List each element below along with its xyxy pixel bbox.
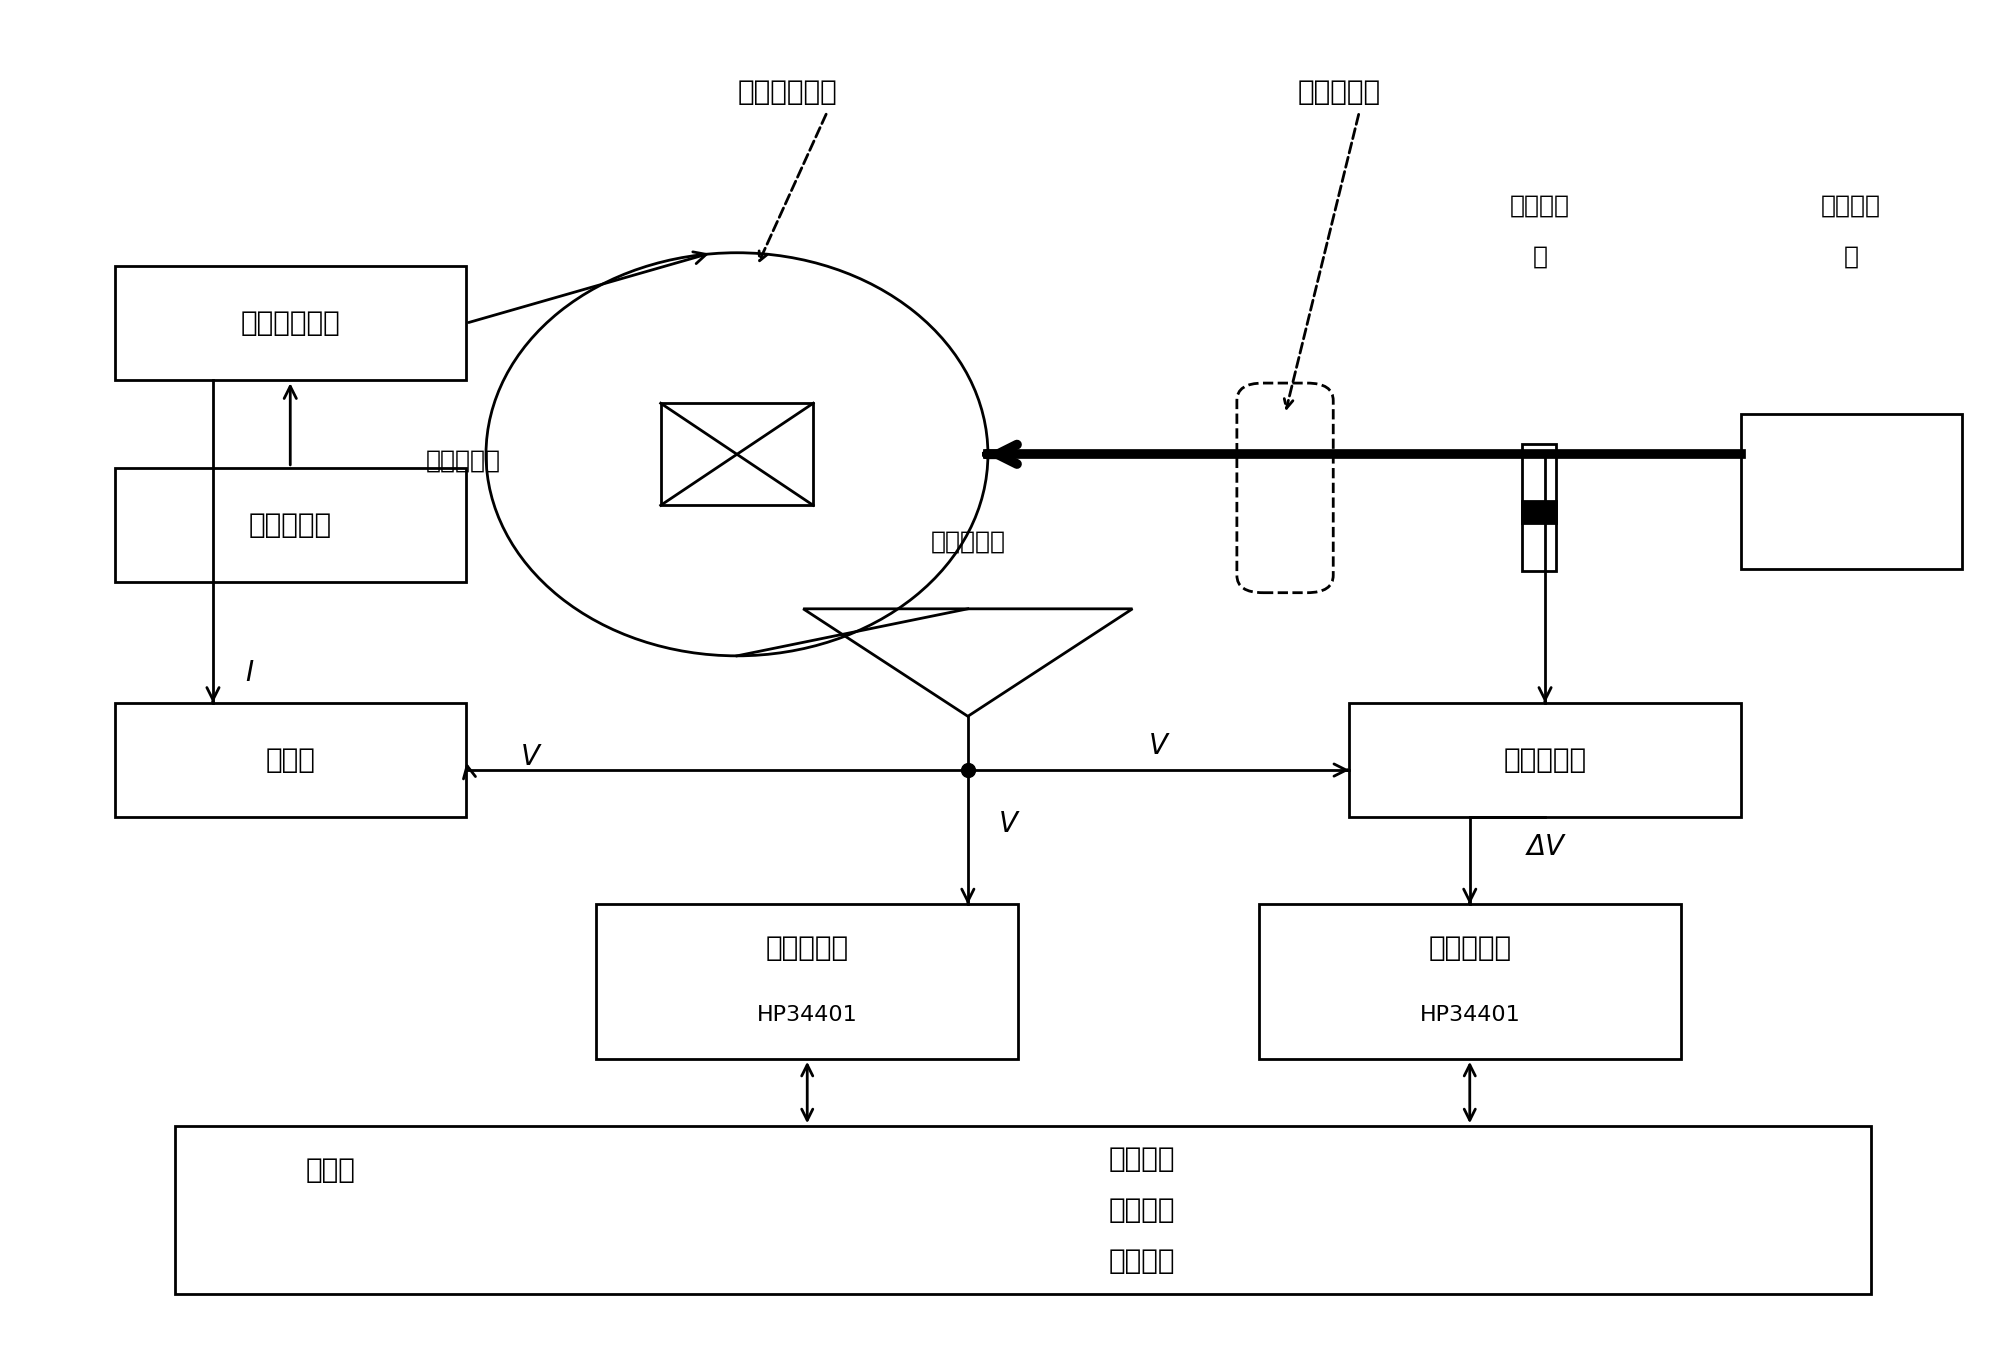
Text: I: I (246, 660, 254, 687)
Text: 准光学系统: 准光学系统 (1298, 77, 1381, 105)
Text: 信号发生器: 信号发生器 (248, 511, 333, 539)
Text: 光学斩波: 光学斩波 (1510, 193, 1570, 218)
Text: 数据处理: 数据处理 (1109, 1197, 1175, 1224)
FancyBboxPatch shape (175, 1126, 1871, 1294)
Text: HP34401: HP34401 (756, 1006, 857, 1025)
FancyBboxPatch shape (115, 703, 466, 817)
Text: V: V (520, 742, 540, 771)
FancyBboxPatch shape (661, 403, 812, 506)
Text: V: V (1149, 731, 1167, 760)
Text: 电流偏置电路: 电流偏置电路 (240, 310, 341, 337)
Text: 计算机: 计算机 (304, 1156, 355, 1184)
Text: 数字万用表: 数字万用表 (1427, 934, 1512, 963)
Text: 器: 器 (1845, 245, 1859, 269)
FancyBboxPatch shape (597, 904, 1018, 1059)
FancyBboxPatch shape (115, 468, 466, 581)
Text: 器: 器 (1532, 245, 1548, 269)
FancyBboxPatch shape (1238, 383, 1333, 592)
Text: 示波器: 示波器 (266, 746, 314, 773)
FancyBboxPatch shape (1740, 414, 1962, 568)
Text: 液氮致冷装置: 液氮致冷装置 (738, 77, 837, 105)
FancyBboxPatch shape (1522, 443, 1556, 571)
FancyBboxPatch shape (1258, 904, 1681, 1059)
Text: 耿氏振荡: 耿氏振荡 (1820, 193, 1881, 218)
Text: ΔV: ΔV (1526, 833, 1564, 861)
Text: 前置放大器: 前置放大器 (929, 530, 1006, 553)
FancyBboxPatch shape (115, 266, 466, 380)
Text: 数字万用表: 数字万用表 (766, 934, 849, 963)
Text: 约瑟夫森结: 约瑟夫森结 (425, 449, 500, 473)
Text: 频谱显示: 频谱显示 (1109, 1247, 1175, 1275)
FancyBboxPatch shape (1522, 502, 1556, 523)
Text: 数据采集: 数据采集 (1109, 1145, 1175, 1174)
Text: HP34401: HP34401 (1419, 1006, 1520, 1025)
Text: V: V (998, 810, 1018, 838)
Ellipse shape (486, 253, 988, 656)
FancyBboxPatch shape (1349, 703, 1740, 817)
Text: 锁相放大器: 锁相放大器 (1504, 746, 1587, 773)
